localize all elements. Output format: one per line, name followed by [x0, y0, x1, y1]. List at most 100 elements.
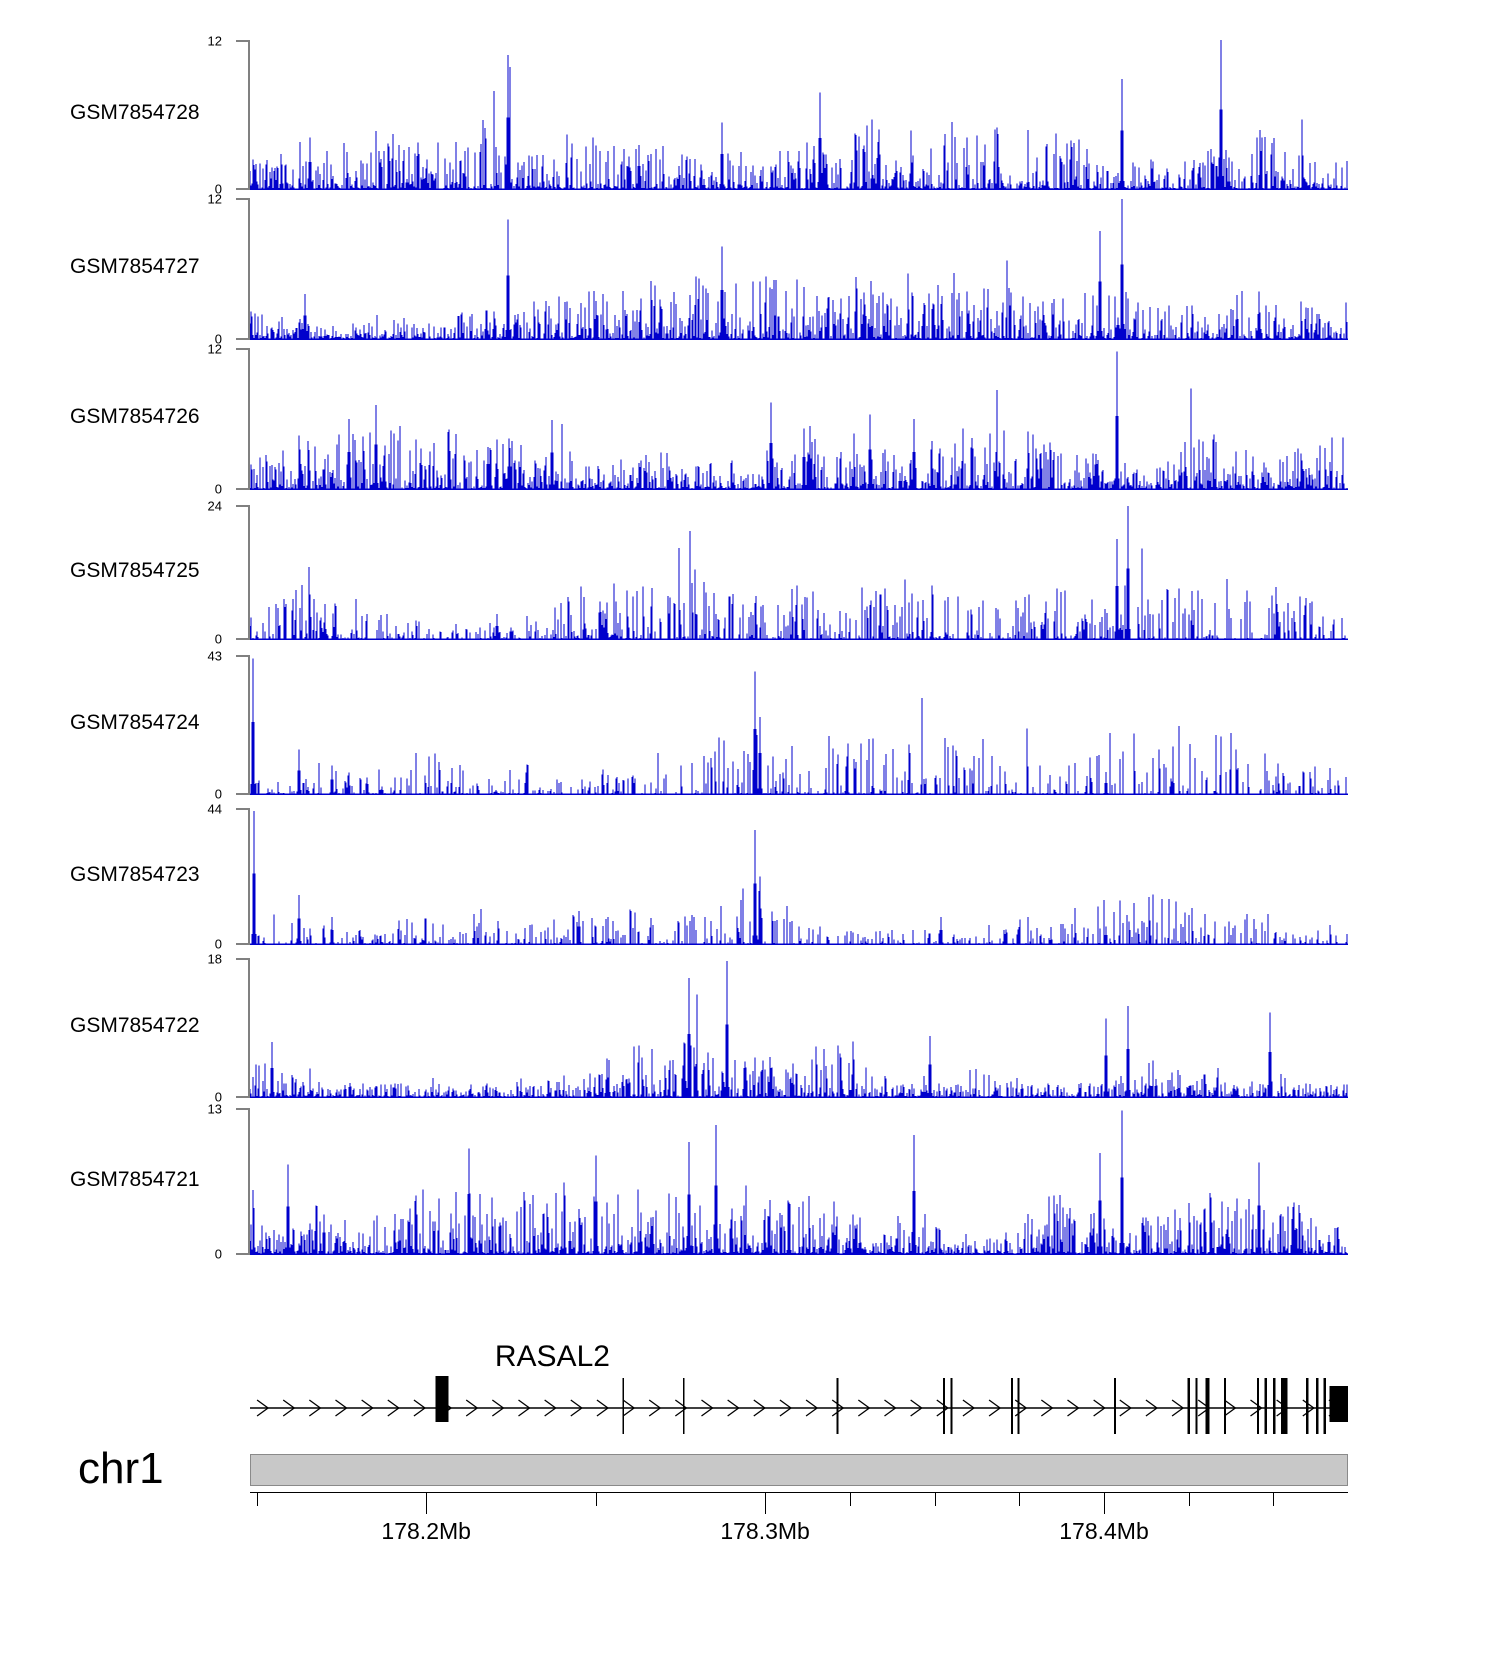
track-label-GSM7854722: GSM7854722	[70, 1014, 200, 1037]
y-axis-tick-label: 24	[207, 498, 222, 514]
y-axis-tick-label: 12	[207, 341, 222, 357]
y-axis-tick: 0	[215, 1248, 248, 1261]
y-axis-tick-label: 0	[214, 631, 222, 647]
axis-baseline	[250, 1492, 1348, 1493]
track-label-GSM7854726: GSM7854726	[70, 405, 200, 428]
y-axis-tick-label: 44	[207, 801, 222, 817]
y-axis-line	[248, 348, 250, 490]
y-axis-line	[248, 808, 250, 945]
signal-track[interactable]: GSM7854723 44 0	[0, 803, 1500, 951]
y-axis-tick: 0	[215, 938, 248, 951]
gene-name-label: RASAL2	[494, 1340, 610, 1373]
coverage-plot[interactable]	[250, 198, 1348, 340]
coverage-plot[interactable]	[250, 40, 1348, 190]
track-axis-area: 13 0	[208, 1103, 1348, 1261]
axis-minor-tick	[1019, 1492, 1021, 1506]
track-axis-area: 12 0	[208, 343, 1348, 496]
y-axis-line	[248, 1108, 250, 1255]
y-axis-tick-label: 12	[207, 191, 222, 207]
track-axis-area: 18 0	[208, 953, 1348, 1104]
y-axis-tick-label: 0	[214, 481, 222, 497]
genomic-coordinate-axis: 178.2Mb 178.3Mb 178.4Mb	[250, 1492, 1348, 1582]
coverage-signal	[250, 199, 1348, 340]
axis-minor-tick	[595, 1492, 597, 1506]
axis-tick-label: 178.3Mb	[720, 1518, 810, 1544]
y-axis-tick-label: 18	[207, 951, 222, 967]
y-axis-tick: 0	[215, 333, 248, 346]
coverage-plot[interactable]	[250, 655, 1348, 795]
y-axis-line	[248, 40, 250, 190]
y-axis-line	[248, 655, 250, 795]
track-axis-area: 12 0	[208, 193, 1348, 346]
track-label-GSM7854728: GSM7854728	[70, 101, 200, 124]
coverage-signal	[250, 961, 1348, 1098]
coverage-signal	[250, 40, 1348, 190]
track-label-GSM7854723: GSM7854723	[70, 862, 200, 886]
y-axis-line	[248, 958, 250, 1098]
coverage-plot[interactable]	[250, 1108, 1348, 1255]
y-axis-tick: 0	[215, 633, 248, 646]
coverage-plot[interactable]	[250, 505, 1348, 640]
axis-minor-tick	[1188, 1492, 1190, 1506]
signal-track[interactable]: GSM7854721 13 0	[0, 1103, 1500, 1261]
y-axis-line	[248, 505, 250, 640]
signal-track[interactable]: GSM7854728 12 0	[0, 35, 1500, 196]
coverage-plot[interactable]	[250, 808, 1348, 945]
axis-major-tick	[1104, 1492, 1105, 1514]
coverage-signal	[250, 506, 1348, 640]
signal-track[interactable]: GSM7854725 24 0	[0, 500, 1500, 646]
y-axis-tick: 0	[215, 183, 248, 196]
axis-tick-label: 178.4Mb	[1059, 1518, 1149, 1544]
axis-major-tick	[426, 1492, 428, 1514]
coverage-signal	[250, 1110, 1348, 1255]
y-axis-tick: 0	[215, 788, 248, 801]
track-axis-area: 43 0	[208, 650, 1348, 801]
gene-model-track[interactable]: RASAL2	[0, 1300, 1500, 1450]
ideogram-bar[interactable]	[250, 1454, 1348, 1486]
track-axis-area: 24 0	[208, 500, 1348, 646]
track-axis-area: 12 0	[208, 35, 1348, 196]
coverage-signal	[250, 811, 1348, 945]
y-axis-tick-label: 0	[214, 1246, 222, 1262]
y-axis-tick-label: 0	[214, 786, 222, 802]
axis-tick-label: 178.2Mb	[381, 1518, 471, 1544]
y-axis-tick: 44	[208, 803, 248, 816]
y-axis-tick-label: 0	[214, 331, 222, 347]
gene-model-svg	[250, 1376, 1348, 1434]
signal-track[interactable]: GSM7854724 43 0	[0, 650, 1500, 801]
y-axis-tick-label: 12	[207, 33, 222, 49]
y-axis-tick-label: 43	[207, 648, 222, 664]
axis-minor-tick	[934, 1492, 936, 1506]
y-axis-tick: 0	[215, 483, 248, 496]
signal-track[interactable]: GSM7854726 12 0	[0, 343, 1500, 496]
axis-minor-tick	[256, 1492, 258, 1506]
signal-track[interactable]: GSM7854722 18 0	[0, 953, 1500, 1104]
y-axis-tick: 12	[208, 343, 248, 356]
y-axis-tick: 12	[208, 193, 248, 206]
y-axis-tick: 12	[208, 35, 248, 48]
track-label-GSM7854721: GSM7854721	[70, 1167, 200, 1191]
coverage-plot[interactable]	[250, 958, 1348, 1098]
y-axis-tick-label: 0	[214, 181, 222, 197]
y-axis-tick: 24	[208, 500, 248, 513]
y-axis-tick-label: 0	[214, 1089, 222, 1105]
y-axis-line	[248, 198, 250, 340]
chromosome-ideogram-row: chr1	[0, 1440, 1500, 1510]
chromosome-label: chr1	[78, 1444, 164, 1493]
coverage-signal	[250, 351, 1348, 490]
coverage-signal	[250, 658, 1348, 795]
y-axis-tick-label: 13	[207, 1101, 222, 1117]
track-label-GSM7854725: GSM7854725	[70, 558, 200, 582]
y-axis-tick: 0	[215, 1091, 248, 1104]
y-axis-tick: 18	[208, 953, 248, 966]
y-axis-tick: 43	[208, 650, 248, 663]
axis-major-tick	[765, 1492, 767, 1514]
track-label-GSM7854724: GSM7854724	[70, 711, 200, 734]
track-label-GSM7854727: GSM7854727	[70, 255, 200, 278]
signal-track[interactable]: GSM7854727 12 0	[0, 193, 1500, 346]
axis-minor-tick	[1273, 1492, 1275, 1506]
coverage-plot[interactable]	[250, 348, 1348, 490]
axis-minor-tick	[849, 1492, 851, 1506]
y-axis-tick: 13	[208, 1103, 248, 1116]
track-axis-area: 44 0	[208, 803, 1348, 951]
